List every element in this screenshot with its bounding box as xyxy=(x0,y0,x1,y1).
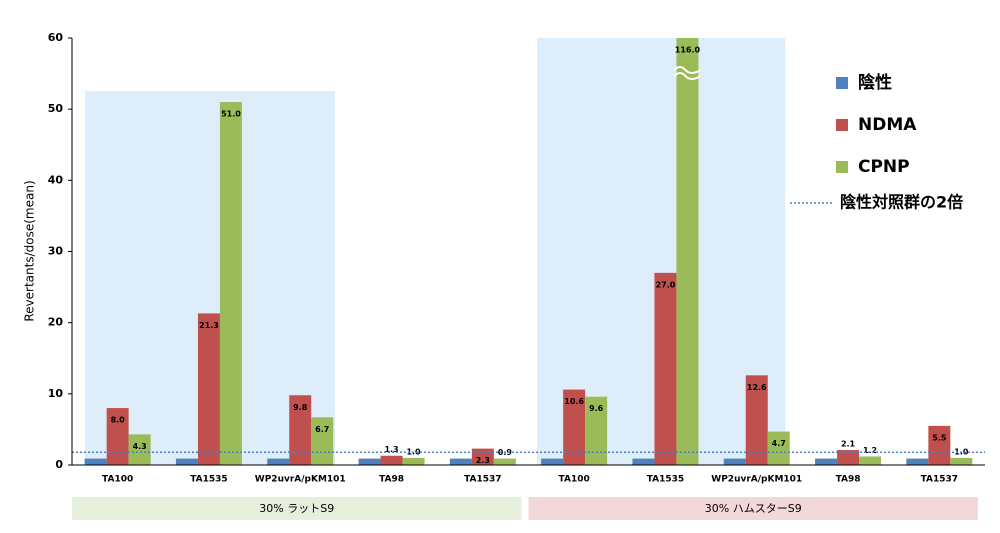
data-label: 9.6 xyxy=(589,404,604,413)
bar xyxy=(106,408,129,465)
legend-label: CPNP xyxy=(858,157,910,177)
bar xyxy=(585,396,608,465)
bar xyxy=(128,434,151,465)
overlay: 8.04.321.351.09.86.71.31.02.30.910.69.62… xyxy=(72,46,985,465)
legend-swatch xyxy=(836,77,848,89)
legend-label: 陰性対照群の2倍 xyxy=(840,193,963,212)
bar xyxy=(767,431,790,465)
bar xyxy=(380,455,403,465)
data-label: 12.6 xyxy=(747,383,767,392)
y-tick-label: 60 xyxy=(48,31,64,44)
group-band xyxy=(72,497,522,520)
bar xyxy=(906,458,929,465)
bar xyxy=(84,458,107,465)
data-label: 5.5 xyxy=(932,433,947,442)
y-tick-label: 0 xyxy=(55,458,63,471)
bar xyxy=(859,456,882,465)
x-tick-label: TA1537 xyxy=(921,475,958,485)
legend-swatch xyxy=(836,119,848,131)
data-label: 1.2 xyxy=(863,446,877,455)
bar xyxy=(402,457,425,465)
x-tick-label: TA1535 xyxy=(190,475,227,485)
y-tick-label: 40 xyxy=(48,173,64,186)
bar xyxy=(815,458,838,465)
bar xyxy=(449,458,472,465)
x-tick-label: TA98 xyxy=(836,475,861,485)
bar xyxy=(745,375,768,465)
y-tick-label: 10 xyxy=(48,387,64,400)
bar xyxy=(928,425,951,465)
data-label: 27.0 xyxy=(656,280,676,289)
group-label: 30% ラットS9 xyxy=(259,502,334,515)
data-label: 8.0 xyxy=(111,416,126,425)
x-tick-label: TA98 xyxy=(379,475,404,485)
data-label: 2.1 xyxy=(841,440,856,449)
bar xyxy=(654,272,677,465)
data-label: 21.3 xyxy=(199,321,219,330)
y-tick-label: 50 xyxy=(48,102,64,115)
y-tick-label: 20 xyxy=(48,316,64,329)
bar xyxy=(219,102,242,466)
bar xyxy=(837,450,860,465)
data-label: 1.3 xyxy=(384,445,398,454)
data-label: 10.6 xyxy=(564,397,584,406)
x-tick-label: WP2uvrA/pKM101 xyxy=(255,475,346,485)
data-label: 51.0 xyxy=(221,110,241,119)
plot-area xyxy=(84,38,973,466)
group-label: 30% ハムスターS9 xyxy=(705,502,802,515)
x-tick-label: TA1537 xyxy=(464,475,501,485)
group-band xyxy=(528,497,978,520)
bar xyxy=(311,417,334,465)
axis-break xyxy=(673,66,701,80)
bar xyxy=(493,458,516,465)
data-label: 9.8 xyxy=(293,403,308,412)
y-axis-label: Revertants/dose(mean) xyxy=(23,180,37,321)
bar xyxy=(267,458,290,465)
data-label: 4.7 xyxy=(772,439,786,448)
bar xyxy=(632,458,655,465)
bar xyxy=(541,458,564,465)
x-tick-label: TA1535 xyxy=(647,475,684,485)
bar xyxy=(289,395,312,465)
data-label: 116.0 xyxy=(675,46,701,55)
bar xyxy=(563,389,586,465)
legend-swatch xyxy=(836,161,848,173)
bar xyxy=(723,458,746,465)
data-label: 2.3 xyxy=(476,456,490,465)
bar xyxy=(950,457,973,465)
legend-box xyxy=(785,50,1000,236)
bar xyxy=(197,313,220,465)
data-label: 4.3 xyxy=(133,442,147,451)
bar xyxy=(676,38,699,465)
bar xyxy=(175,458,198,465)
y-tick-label: 30 xyxy=(48,245,64,258)
x-tick-label: TA100 xyxy=(102,475,133,485)
x-tick-label: WP2uvrA/pKM101 xyxy=(711,475,802,485)
bar xyxy=(358,458,381,465)
data-label: 6.7 xyxy=(315,425,329,434)
legend-label: 陰性 xyxy=(858,72,892,93)
legend-label: NDMA xyxy=(858,115,917,135)
x-tick-label: TA100 xyxy=(559,475,590,485)
